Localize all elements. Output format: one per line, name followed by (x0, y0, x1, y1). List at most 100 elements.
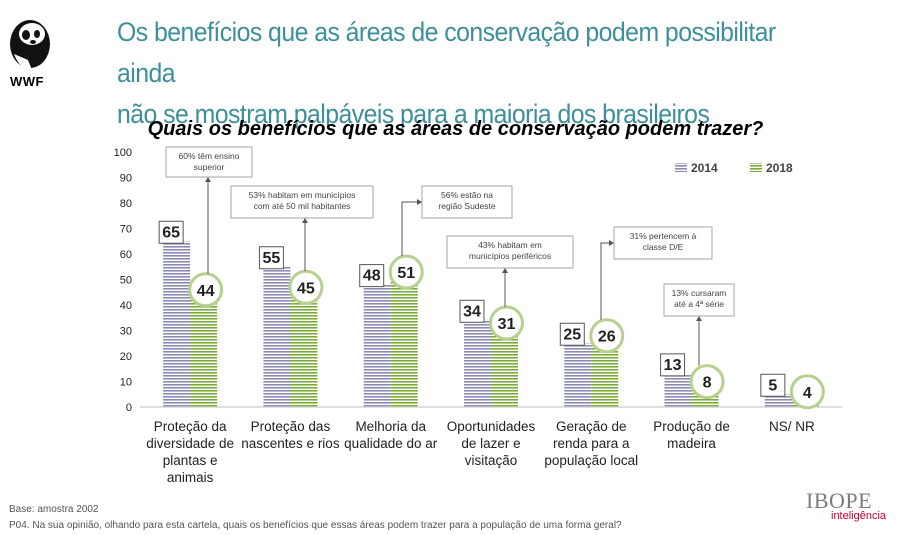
legend-swatch (675, 163, 687, 172)
annotation-text: 60% têm ensino (179, 151, 240, 161)
annotation-arrowhead (696, 316, 702, 321)
value-circle-2018 (789, 374, 825, 410)
annotation-box (230, 185, 374, 219)
annotation-text: com até 50 mil habitantes (254, 201, 351, 211)
x-category-label: madeira (667, 436, 716, 451)
bar-2014 (764, 394, 792, 407)
annotation-text: 13% cursaram (672, 288, 727, 298)
x-category-label: qualidade do ar (344, 436, 438, 451)
y-tick-label: 70 (120, 224, 132, 236)
value-box-2014 (459, 299, 485, 323)
bar-2014 (263, 266, 291, 407)
x-category-label: de lazer e (461, 436, 520, 451)
annotation-arrowhead (417, 199, 422, 205)
value-box-2014 (258, 246, 284, 270)
x-category-label: plantas e (163, 453, 218, 468)
base-note: Base: amostra 2002 (9, 504, 99, 515)
page-headline: Os benefícios que as áreas de conservaçã… (117, 12, 835, 135)
bar-2014 (363, 284, 391, 407)
annotation-text: 43% habitam em (478, 240, 542, 250)
data-label-2014: 48 (363, 268, 381, 285)
annotation-box (165, 146, 253, 178)
bar-2018 (290, 292, 318, 407)
question-note: P04. Na sua opinião, olhando para esta c… (9, 520, 622, 531)
annotation-text: superior (194, 162, 225, 172)
x-category-label: visitação (465, 453, 518, 468)
value-box-2014 (760, 373, 786, 397)
data-label-2018: 45 (297, 280, 315, 297)
data-label-2018: 44 (197, 283, 215, 300)
annotation-box (446, 235, 574, 269)
x-category-label: população local (544, 453, 638, 468)
y-tick-label: 10 (120, 377, 132, 389)
data-label-2018: 31 (498, 316, 516, 333)
chart-title: Quais os benefícios que as áreas de cons… (147, 118, 764, 140)
headline-line-1: Os benefícios que as áreas de conservaçã… (117, 17, 776, 88)
annotation-arrowhead (502, 268, 508, 273)
annotation-text: classe D/E (643, 242, 684, 252)
y-tick-label: 50 (120, 275, 132, 287)
bar-2014 (664, 373, 692, 407)
y-tick-label: 90 (120, 173, 132, 185)
legend-label: 2018 (766, 161, 793, 175)
annotation-text: região Sudeste (438, 201, 495, 211)
annotation-text: 53% habitam em municípios (249, 190, 356, 200)
x-category-label: Geração de (556, 419, 627, 434)
y-tick-label: 20 (120, 351, 132, 363)
value-circle-2018 (489, 305, 524, 341)
y-tick-label: 30 (120, 326, 132, 338)
bar-2014 (464, 320, 491, 407)
annotation-arrowhead (302, 218, 308, 223)
bar-2014 (564, 343, 592, 407)
annotation-text: 56% estão na (441, 190, 493, 200)
value-circle-2018 (288, 269, 324, 305)
data-label-2014: 34 (463, 303, 481, 320)
value-box-2014 (359, 264, 385, 288)
value-box-2014 (660, 353, 686, 377)
annotation-arrowhead (205, 177, 211, 182)
x-category-label: nascentes e rios (241, 436, 340, 451)
annotation-text: municípios periféricos (469, 251, 551, 261)
annotation-arrowhead (609, 240, 614, 246)
legend-swatch (750, 163, 762, 172)
value-circle-2018 (689, 364, 725, 400)
x-category-label: animais (167, 470, 214, 485)
bar-2018 (390, 276, 418, 407)
data-label-2018: 8 (703, 375, 712, 392)
y-tick-label: 40 (120, 300, 132, 312)
data-label-2014: 5 (768, 377, 777, 394)
x-category-label: Produção de (653, 419, 730, 434)
x-category-label: diversidade de (146, 436, 234, 451)
data-label-2014: 13 (664, 357, 682, 374)
annotation-box (613, 226, 713, 260)
bar-2018 (491, 327, 518, 407)
data-label-2014: 55 (263, 250, 281, 267)
wwf-panda-logo (10, 20, 50, 70)
ibope-logo: IBOPE (806, 488, 873, 513)
ibope-logo-subtitle: inteligência (831, 510, 887, 522)
annotation-box (421, 185, 513, 219)
data-label-2014: 25 (563, 326, 581, 343)
y-tick-label: 80 (120, 198, 132, 210)
data-label-2018: 51 (397, 265, 415, 282)
data-label-2018: 26 (598, 329, 616, 346)
annotation-connector (600, 242, 610, 320)
annotation-text: até a 4ª série (674, 299, 724, 309)
value-box-2014 (158, 220, 184, 244)
y-tick-label: 60 (120, 249, 132, 261)
y-tick-label: 100 (114, 147, 132, 159)
x-category-label: Proteção da (154, 419, 227, 434)
bar-2018 (190, 294, 218, 407)
headline-line-2: não se mostram palpáveis para a maioria … (117, 99, 710, 129)
x-category-label: renda para a (553, 436, 630, 451)
wwf-logo-text: WWF (10, 74, 44, 89)
annotation-text: 31% pertencem à (630, 231, 697, 241)
data-label-2014: 65 (162, 224, 180, 241)
value-circle-2018 (589, 318, 625, 354)
legend-label: 2014 (691, 161, 718, 175)
value-circle-2018 (188, 272, 224, 308)
x-category-label: Melhoria da (355, 419, 426, 434)
x-category-label: NS/ NR (769, 419, 815, 434)
x-category-label: Oportunidades (447, 419, 536, 434)
